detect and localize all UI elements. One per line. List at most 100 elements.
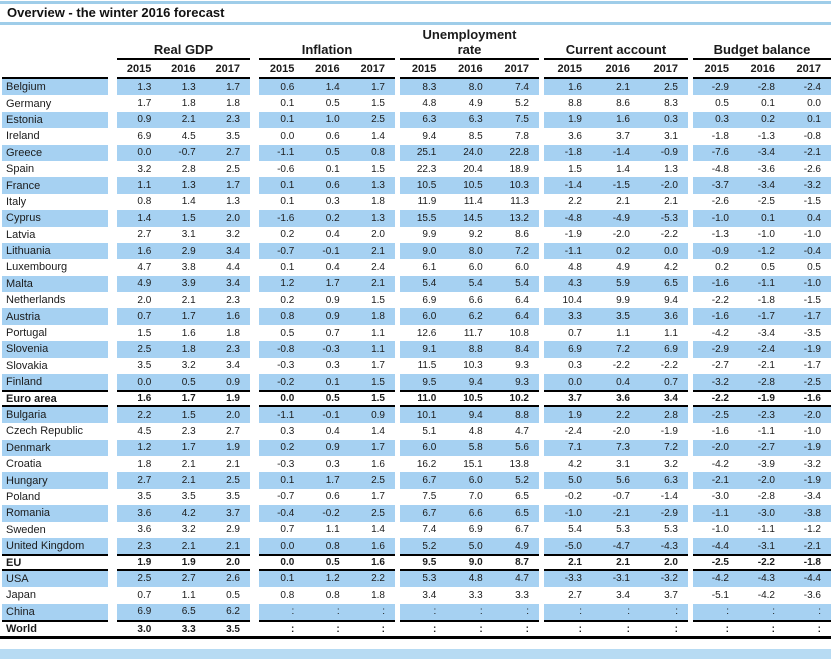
group-block: -1.0 0.1 0.4: [693, 210, 831, 227]
value-cell: 4.3: [568, 278, 582, 290]
value-cell: -4.7: [612, 540, 630, 552]
value-cell: 0.0: [807, 98, 821, 110]
value-cell: 11.9: [417, 196, 437, 208]
value-cell: 1.6: [137, 393, 152, 405]
value-cell: 10.5: [416, 180, 437, 192]
group-block: -5.0 -4.7 -4.3: [544, 537, 688, 555]
group-block: 0.7 1.1 1.4: [259, 522, 395, 538]
value-cell: -0.1: [322, 409, 340, 421]
value-cell: 1.7: [325, 475, 340, 487]
value-cell: 0.2: [325, 212, 340, 224]
value-cell: 2.3: [226, 114, 240, 126]
value-cell: 15.5: [416, 212, 437, 224]
value-cell: -1.1: [757, 425, 775, 437]
group-block: 6.7 6.0 5.2: [400, 472, 539, 489]
group-block: -0.3 0.3 1.7: [259, 358, 395, 374]
value-cell: 2.1: [226, 540, 240, 552]
group-block: -1.1 0.5 0.8: [259, 144, 395, 161]
value-cell: -1.1: [711, 507, 729, 519]
value-cell: -1.9: [757, 393, 775, 405]
value-cell: 5.1: [422, 425, 437, 437]
value-cell: 5.2: [515, 98, 529, 110]
table-row: Spain 3.2 2.8 2.5 -0.6 0.1 1.5 22.3 20.4 18.9 1.5 1…: [0, 161, 831, 177]
value-cell: 0.4: [807, 212, 821, 224]
value-cell: 3.6: [616, 393, 630, 405]
value-cell: 1.1: [137, 180, 152, 192]
table-row: Poland 3.5 3.5 3.5 -0.7 0.6 1.7 7.5 7.0 6.5 -0.2 -0…: [0, 489, 831, 505]
value-cell: -0.7: [612, 491, 630, 503]
value-cell: -0.8: [803, 130, 821, 142]
value-cell: 0.1: [325, 376, 340, 388]
value-cell: 8.8: [515, 409, 529, 421]
group-title: Current account: [544, 25, 688, 60]
group-block: 5.1 4.8 4.7: [400, 423, 539, 439]
value-cell: 2.1: [371, 278, 385, 290]
value-cell: 1.3: [181, 180, 196, 192]
value-cell: 6.3: [422, 114, 437, 126]
value-cell: 1.3: [371, 180, 385, 192]
value-cell: 1.9: [137, 557, 152, 569]
value-cell: :: [432, 623, 437, 635]
value-cell: :: [479, 623, 483, 635]
value-cell: 2.2: [616, 409, 630, 421]
country-label: Cyprus: [2, 210, 108, 227]
value-cell: 4.8: [468, 425, 483, 437]
value-cell: 1.7: [226, 81, 240, 93]
value-cell: -2.2: [660, 229, 678, 241]
value-cell: 0.9: [325, 294, 340, 306]
value-cell: 0.7: [137, 589, 152, 601]
value-cell: 0.2: [616, 245, 630, 257]
group-block: -2.6 -2.5 -1.5: [693, 194, 831, 210]
value-cell: 15.1: [463, 458, 483, 470]
group-block: 6.9 6.5 6.2: [117, 603, 250, 620]
value-cell: 3.7: [664, 589, 678, 601]
value-cell: -2.5: [711, 409, 729, 421]
value-cell: -2.9: [660, 507, 678, 519]
value-cell: 0.3: [664, 114, 678, 126]
value-cell: 3.7: [616, 130, 630, 142]
value-cell: 11.0: [417, 393, 437, 405]
value-cell: 1.4: [181, 196, 196, 208]
value-cell: 1.3: [664, 163, 678, 175]
value-cell: 4.8: [568, 261, 582, 273]
group-block: 5.0 5.6 6.3: [544, 472, 688, 489]
country-label: Belgium: [2, 79, 108, 96]
value-cell: -2.2: [612, 360, 630, 372]
value-cell: 7.5: [515, 114, 529, 126]
table-row: Netherlands 2.0 2.1 2.3 0.2 0.9 1.5 6.9 6.6 6.4 10…: [0, 292, 831, 308]
value-cell: -1.0: [711, 212, 729, 224]
group-block: -0.4 -0.2 2.5: [259, 505, 395, 522]
value-cell: 0.0: [137, 376, 152, 388]
value-cell: -2.1: [757, 360, 775, 372]
value-cell: -1.2: [757, 245, 775, 257]
group-block: :::: [259, 619, 395, 636]
value-cell: 0.8: [325, 589, 340, 601]
value-cell: 9.1: [422, 343, 437, 355]
group-block: 7.4 6.9 6.7: [400, 522, 539, 538]
table-row: Slovenia 2.5 1.8 2.3 -0.8 -0.3 1.1 9.1 8.8 8.4 6.9…: [0, 341, 831, 358]
value-cell: 6.5: [181, 606, 196, 618]
group-block: 2.0 2.1 2.3: [117, 292, 250, 308]
value-cell: 9.4: [422, 130, 437, 142]
value-cell: 2.3: [226, 343, 240, 355]
value-cell: 3.4: [616, 589, 630, 601]
group-title: Inflation: [259, 25, 395, 60]
value-cell: -0.7: [178, 147, 196, 159]
value-cell: 10.3: [509, 180, 529, 192]
country-label: Bulgaria: [2, 406, 108, 424]
value-cell: 3.7: [226, 507, 240, 519]
value-cell: 1.4: [371, 130, 385, 142]
value-cell: 7.0: [468, 491, 483, 503]
table-row: Hungary 2.7 2.1 2.5 0.1 1.7 2.5 6.7 6.0 5.2 5.0 5.6…: [0, 472, 831, 489]
year-label: 2015: [704, 62, 729, 75]
value-cell: 0.1: [280, 261, 295, 273]
value-cell: 3.8: [181, 261, 196, 273]
value-cell: 4.9: [468, 98, 483, 110]
value-cell: 1.8: [371, 311, 385, 323]
value-cell: 2.3: [226, 294, 240, 306]
value-cell: 1.4: [137, 212, 152, 224]
value-cell: 2.1: [181, 114, 196, 126]
value-cell: 3.6: [568, 130, 582, 142]
value-cell: 1.5: [568, 163, 582, 175]
value-cell: 13.2: [509, 212, 529, 224]
